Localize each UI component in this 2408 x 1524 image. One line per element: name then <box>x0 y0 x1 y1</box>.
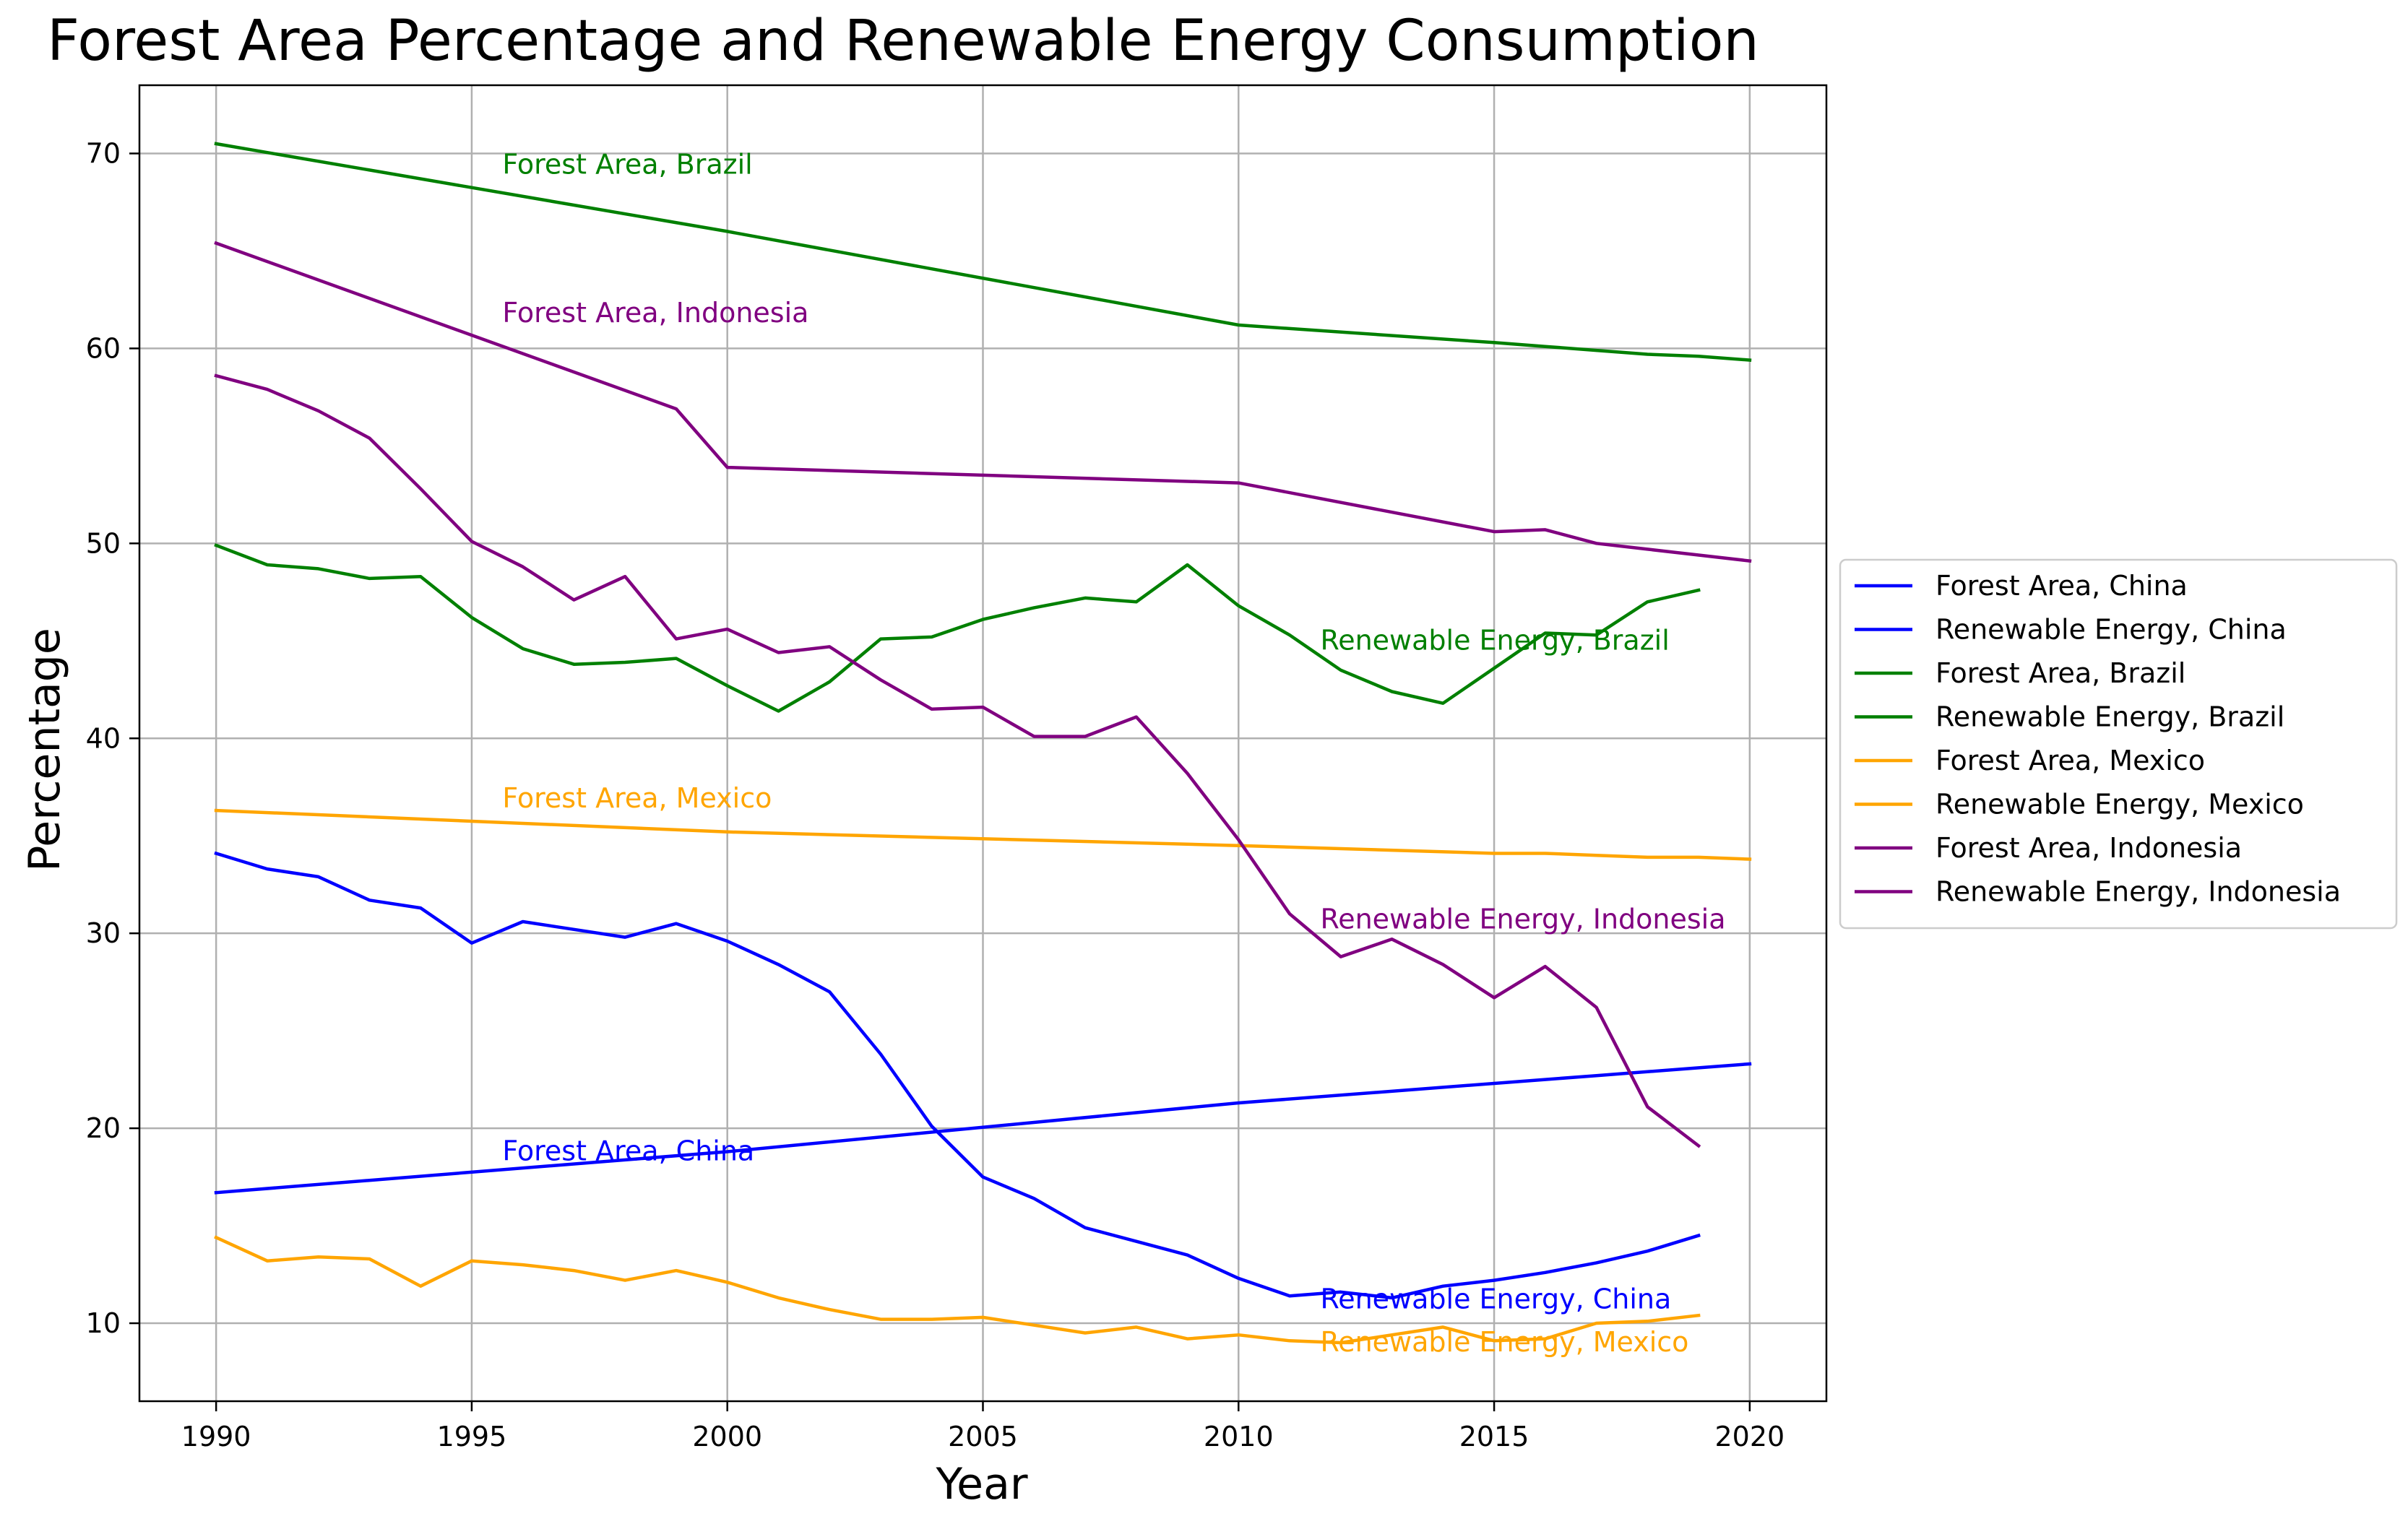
y-tick-label: 40 <box>86 722 121 754</box>
series-line-renewable-energy-mexico <box>214 1235 1701 1345</box>
legend-label: Forest Area, Indonesia <box>1936 832 2242 864</box>
grid-lines <box>139 85 1826 1401</box>
legend-label: Renewable Energy, Indonesia <box>1936 876 2341 908</box>
annotation-forest-area-china: Forest Area, China <box>502 1135 754 1166</box>
series-line-forest-area-brazil <box>214 142 1752 363</box>
annotation-forest-area-mexico: Forest Area, Mexico <box>502 782 772 814</box>
series-line-renewable-energy-china <box>214 851 1701 1300</box>
x-axis-label: Year <box>935 1459 1027 1510</box>
legend-label: Renewable Energy, Mexico <box>1936 789 2304 821</box>
series-line-renewable-energy-brazil <box>214 543 1701 713</box>
series-line-forest-area-indonesia <box>214 241 1752 563</box>
y-tick-label: 50 <box>86 527 121 559</box>
x-tick-label: 1990 <box>181 1421 251 1452</box>
series-lines <box>214 142 1752 1345</box>
series-annotations: Forest Area, Brazil Forest Area, Indonesi… <box>502 149 1725 1358</box>
annotation-forest-area-brazil: Forest Area, Brazil <box>502 149 752 181</box>
axis-ticks: 1990 1995 2000 2005 2010 2015 2020 10 20 30 40 50 60… <box>86 137 1785 1452</box>
annotation-renewable-energy-indonesia: Renewable Energy, Indonesia <box>1321 903 1726 935</box>
legend: Forest Area, China Renewable Energy, Chin… <box>1839 558 2398 930</box>
y-tick-label: 30 <box>86 917 121 949</box>
legend-label: Forest Area, China <box>1936 570 2188 602</box>
x-tick-label: 2020 <box>1715 1421 1785 1452</box>
annotation-renewable-energy-mexico: Renewable Energy, Mexico <box>1321 1326 1689 1358</box>
series-line-forest-area-china <box>214 1062 1752 1195</box>
chart-title: Forest Area Percentage and Renewable Ene… <box>47 9 1759 74</box>
x-tick-label: 1995 <box>437 1421 507 1452</box>
x-tick-label: 2005 <box>948 1421 1018 1452</box>
annotation-renewable-energy-brazil: Renewable Energy, Brazil <box>1321 624 1670 656</box>
y-tick-label: 70 <box>86 137 121 169</box>
annotation-renewable-energy-china: Renewable Energy, China <box>1321 1283 1672 1315</box>
legend-label: Forest Area, Brazil <box>1936 657 2185 689</box>
x-tick-label: 2010 <box>1204 1421 1274 1452</box>
x-tick-label: 2015 <box>1459 1421 1529 1452</box>
x-tick-label: 2000 <box>692 1421 762 1452</box>
y-tick-label: 20 <box>86 1112 121 1144</box>
legend-label: Renewable Energy, Brazil <box>1936 701 2284 733</box>
y-axis-label: Percentage <box>20 628 70 872</box>
legend-label: Forest Area, Mexico <box>1936 745 2205 776</box>
legend-box <box>1839 558 2398 930</box>
annotation-forest-area-indonesia: Forest Area, Indonesia <box>502 297 808 329</box>
y-tick-label: 60 <box>86 332 121 364</box>
y-tick-label: 10 <box>86 1307 121 1339</box>
series-line-renewable-energy-indonesia <box>214 373 1701 1148</box>
legend-label: Renewable Energy, China <box>1936 614 2287 646</box>
series-line-forest-area-mexico <box>214 808 1752 861</box>
